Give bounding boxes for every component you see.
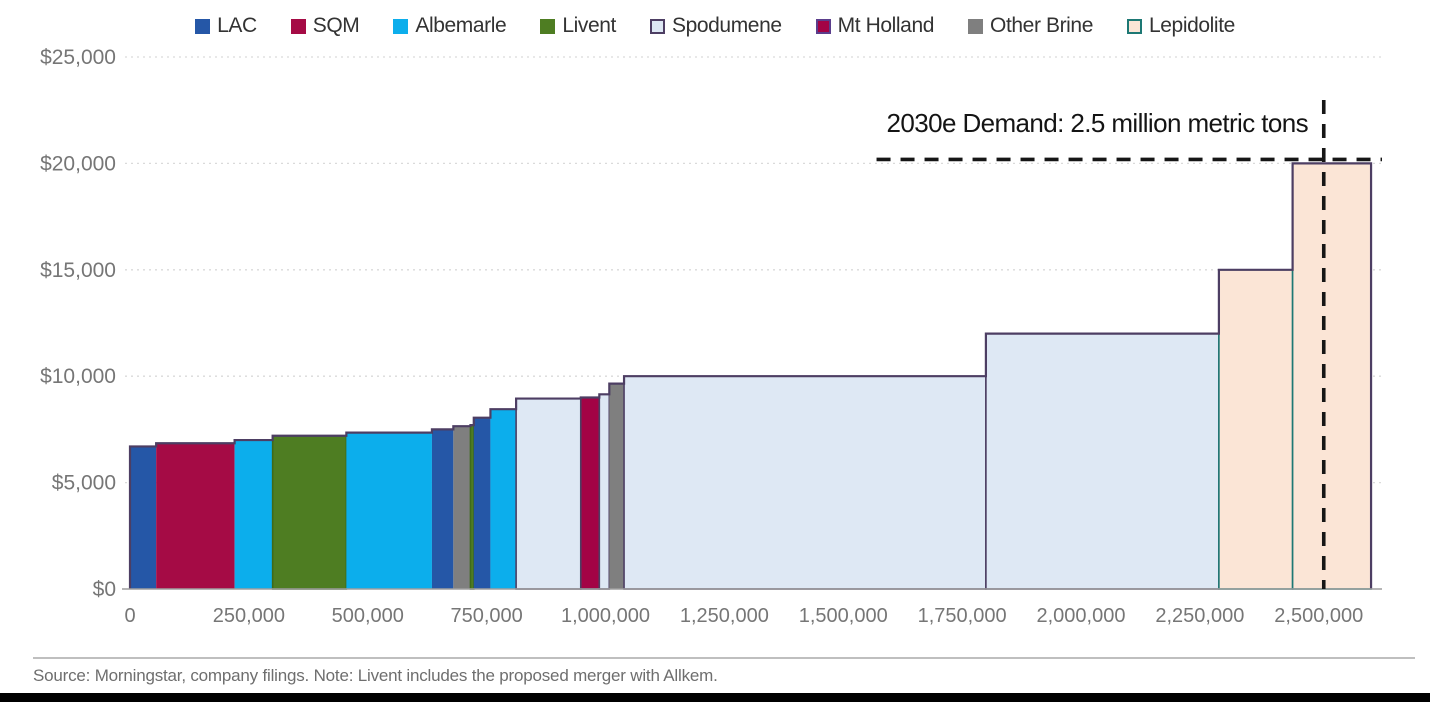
bar-lepidolite-16 bbox=[1218, 268, 1294, 590]
y-axis-tick-label: $5,000 bbox=[52, 472, 116, 495]
chart-legend: LAC SQM Albemarle Livent Spodumene Mt Holland… bbox=[0, 14, 1430, 38]
x-axis-tick-label: 2,250,000 bbox=[1155, 605, 1244, 627]
bar-livent-7 bbox=[469, 424, 475, 590]
bar-spodumene-14 bbox=[623, 375, 987, 590]
legend-label: Albemarle bbox=[415, 14, 507, 37]
legend-label: Spodumene bbox=[671, 14, 782, 37]
y-axis-tick-label: $25,000 bbox=[40, 46, 116, 69]
bar-albemarle-2 bbox=[234, 440, 273, 589]
footer-black-bar bbox=[0, 693, 1430, 702]
source-divider-line bbox=[33, 657, 1415, 659]
legend-item-lepidolite: Lepidolite bbox=[1127, 14, 1235, 38]
lac-swatch-icon bbox=[195, 18, 211, 34]
bar-spodumene-12 bbox=[598, 393, 611, 590]
legend-label: LAC bbox=[217, 14, 257, 37]
x-axis-tick-label: 2,000,000 bbox=[1037, 605, 1126, 627]
legend-label: Livent bbox=[562, 14, 616, 37]
sqm-swatch-icon bbox=[290, 18, 306, 34]
cost-curve-step-outline bbox=[128, 162, 1373, 589]
bar-lac-0 bbox=[130, 446, 157, 589]
bar-spodumene-10 bbox=[515, 397, 582, 590]
livent-swatch-icon bbox=[540, 18, 556, 34]
x-axis-tick-label: 1,250,000 bbox=[680, 605, 769, 627]
albemarle-swatch-icon bbox=[393, 18, 409, 34]
y-axis-tick-label: $15,000 bbox=[40, 259, 116, 282]
bar-other-brine-6 bbox=[453, 426, 471, 589]
legend-item-other-brine: Other Brine bbox=[968, 14, 1093, 38]
y-axis-tick-label: $20,000 bbox=[40, 152, 116, 175]
legend-item-lac: LAC bbox=[195, 14, 257, 38]
legend-label: Mt Holland bbox=[837, 14, 935, 37]
spodumene-swatch-icon bbox=[649, 18, 665, 34]
bar-sqm-1 bbox=[156, 443, 235, 589]
bar-other-brine-13 bbox=[609, 383, 625, 589]
bar-livent-3 bbox=[271, 434, 348, 590]
source-note: Source: Morningstar, company filings. No… bbox=[33, 666, 718, 685]
bar-lepidolite-17 bbox=[1291, 162, 1372, 590]
demand-annotation-text: 2030e Demand: 2.5 million metric tons bbox=[886, 108, 1309, 138]
legend-label: Lepidolite bbox=[1149, 14, 1235, 37]
bar-albemarle-4 bbox=[346, 432, 432, 589]
mt-holland-swatch-icon bbox=[815, 18, 831, 34]
legend-label: SQM bbox=[312, 14, 360, 37]
legend-item-livent: Livent bbox=[540, 14, 616, 38]
legend-item-mt-holland: Mt Holland bbox=[815, 14, 935, 38]
x-axis-tick-label: 2,500,000 bbox=[1274, 605, 1363, 627]
x-axis-tick-label: 1,500,000 bbox=[799, 605, 888, 627]
legend-item-sqm: SQM bbox=[290, 14, 360, 38]
x-axis-tick-label: 250,000 bbox=[213, 605, 285, 627]
bar-lac-8 bbox=[473, 417, 491, 589]
y-axis-tick-label: $0 bbox=[93, 578, 116, 601]
bar-mt-holland-11 bbox=[579, 396, 601, 590]
x-axis-tick-label: 1,000,000 bbox=[561, 605, 650, 627]
x-axis-tick-label: 0 bbox=[124, 605, 135, 627]
bar-lac-5 bbox=[431, 429, 454, 589]
x-axis-tick-label: 750,000 bbox=[450, 605, 522, 627]
y-axis-tick-label: $10,000 bbox=[40, 365, 116, 388]
x-axis-tick-label: 500,000 bbox=[332, 605, 404, 627]
other-brine-swatch-icon bbox=[968, 18, 984, 34]
legend-label: Other Brine bbox=[990, 14, 1093, 37]
bar-albemarle-9 bbox=[490, 409, 517, 589]
x-axis-tick-label: 1,750,000 bbox=[918, 605, 1007, 627]
bar-spodumene-15 bbox=[985, 332, 1220, 590]
legend-item-spodumene: Spodumene bbox=[649, 14, 782, 38]
lepidolite-swatch-icon bbox=[1127, 18, 1142, 34]
legend-item-albemarle: Albemarle bbox=[393, 14, 507, 38]
